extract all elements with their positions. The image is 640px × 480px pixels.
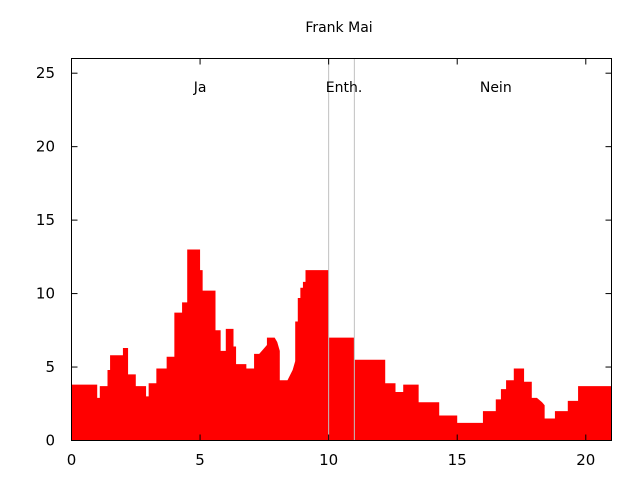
x-tick-label-1: 5	[195, 451, 205, 469]
series-area-0	[71, 249, 612, 441]
y-tick-label-2: 10	[36, 285, 55, 303]
region-label-layer: Ja Enth. Nein	[193, 80, 512, 96]
region-label-2: Nein	[480, 80, 512, 96]
divider-layer	[328, 58, 355, 441]
chart-title: Frank Mai	[305, 20, 372, 36]
y-tick-label-5: 25	[36, 64, 55, 82]
series-area-layer	[71, 249, 612, 441]
tick-layer: 0 5 10 15 20 0 5 10 15 20 25	[36, 58, 612, 469]
plot-frame	[71, 58, 612, 441]
x-tick-label-2: 10	[319, 451, 338, 469]
region-label-0: Ja	[193, 80, 207, 96]
x-tick-label-4: 20	[576, 451, 595, 469]
y-tick-label-3: 15	[36, 211, 55, 229]
y-tick-label-4: 20	[36, 138, 55, 156]
y-tick-label-1: 5	[45, 358, 55, 376]
x-tick-label-0: 0	[67, 451, 77, 469]
x-tick-label-3: 15	[448, 451, 467, 469]
y-tick-label-0: 0	[45, 432, 55, 450]
region-label-1: Enth.	[326, 80, 363, 96]
